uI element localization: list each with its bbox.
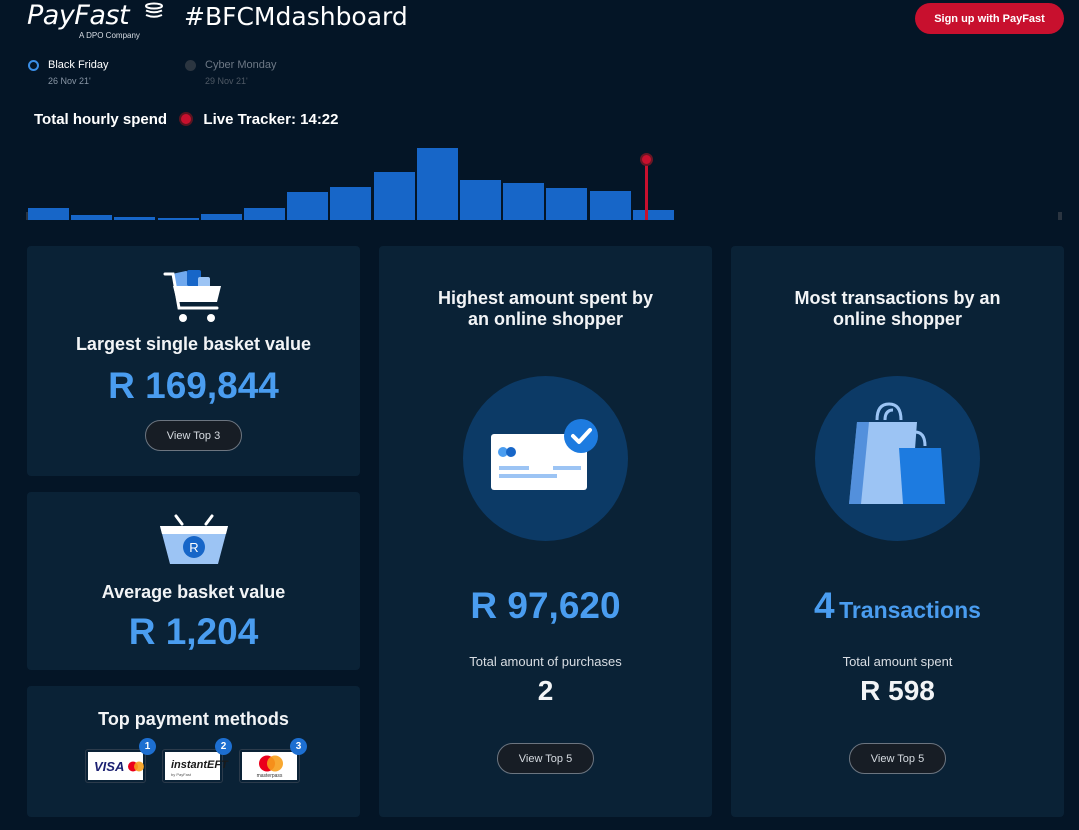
payment-name: masterpass: [256, 773, 283, 779]
chart-bar-05:00: [244, 207, 285, 220]
credit-card-check-icon: [491, 419, 598, 490]
chart-bar-06:00: [287, 192, 329, 220]
highest-amount-value: R 97,620: [470, 585, 621, 626]
shopping-bags-icon: [849, 402, 945, 504]
payment-sub: by PayFast: [171, 772, 192, 777]
chart-axis-end: [1058, 212, 1062, 220]
purchase-count: 2: [537, 675, 554, 706]
day-date: 26 Nov 21': [48, 76, 91, 86]
day-option-black-friday[interactable]: Black Friday 26 Nov 21': [28, 59, 148, 89]
card-title: Largest single basket value: [75, 334, 312, 354]
hourly-spend-chart: [26, 140, 1066, 224]
day-option-cyber-monday[interactable]: Cyber Monday 29 Nov 21': [185, 59, 305, 89]
live-tracker-label: Live Tracker: 14:22: [203, 110, 339, 128]
chart-bar-11:00: [503, 182, 545, 220]
view-top-3-button[interactable]: View Top 3: [145, 420, 242, 451]
chart-bar-08:00: [373, 171, 415, 220]
payment-method-masterpass: masterpass: [239, 749, 300, 783]
most-transactions-card: Most transactions by an online shopper 4…: [731, 246, 1064, 817]
chart-bar-13:00: [589, 190, 631, 220]
view-top-5-button[interactable]: View Top 5: [849, 743, 946, 774]
basket-icon-letter: R: [189, 540, 198, 555]
radio-unselected-icon[interactable]: [185, 60, 196, 71]
chart-bar-00:00: [28, 207, 69, 220]
dashboard-title: #BFCMdashboard: [184, 2, 408, 31]
day-label: Cyber Monday: [205, 59, 277, 71]
chart-bar-10:00: [460, 180, 501, 220]
chart-bar-12:00: [546, 187, 588, 220]
masterpass-icon: [259, 755, 283, 772]
live-tracker-marker-icon: [639, 153, 653, 166]
rank-badge: 1: [139, 738, 156, 755]
transactions-count: 4: [814, 585, 835, 626]
card-title-line-2: an online shopper: [467, 309, 623, 329]
average-basket-value: R 1,204: [128, 611, 259, 652]
logo-text: PayFast: [27, 0, 130, 31]
chart-bar-09:00: [416, 147, 458, 220]
view-top-5-button[interactable]: View Top 5: [497, 743, 594, 774]
live-tracker-line: [644, 160, 648, 220]
card-title: Average basket value: [101, 582, 286, 602]
sub-label: Total amount of purchases: [469, 654, 622, 669]
shopping-cart-icon: [163, 270, 221, 322]
logo-subtitle: A DPO Company: [79, 31, 140, 40]
basket-icon: R: [160, 514, 228, 564]
day-date: 29 Nov 21': [205, 76, 248, 86]
card-title-line-1: Highest amount spent by: [437, 288, 653, 308]
rank-badge: 3: [290, 738, 307, 755]
card-title: Top payment methods: [98, 709, 289, 729]
highest-amount-card: Highest amount spent by an online shoppe…: [379, 246, 712, 817]
chart-bar-07:00: [330, 186, 372, 220]
coin-stack-icon: [145, 2, 163, 18]
signup-button[interactable]: Sign up with PayFast: [915, 3, 1064, 34]
largest-basket-value: R 169,844: [108, 365, 279, 406]
payment-method-instant-eft: instantEFT by PayFast: [162, 749, 228, 783]
chart-bar-01:00: [71, 215, 113, 220]
card-title-line-2: online shopper: [832, 309, 962, 329]
transactions-unit: Transactions: [839, 597, 981, 623]
radio-selected-icon[interactable]: [28, 60, 39, 71]
chart-bar-03:00: [157, 218, 199, 220]
chart-bar-02:00: [114, 217, 156, 220]
chart-bar-14:00: [632, 209, 674, 220]
payfast-logo[interactable]: PayFast A DPO Company: [27, 0, 167, 42]
transactions-value: 4 Transactions: [731, 585, 1064, 627]
largest-basket-card: Largest single basket value R 169,844 Vi…: [27, 246, 360, 476]
card-title-line-1: Most transactions by an: [794, 288, 1001, 308]
payment-name: VISA: [94, 759, 125, 774]
tracker-title: Total hourly spend: [34, 110, 168, 128]
payment-method-visa: VISA: [85, 749, 146, 783]
day-label: Black Friday: [48, 59, 109, 71]
sub-label: Total amount spent: [842, 654, 953, 669]
total-spent-value: R 598: [860, 675, 935, 706]
payment-name: instantEFT: [171, 759, 228, 771]
live-dot-icon: [179, 112, 194, 127]
chart-bar-04:00: [200, 214, 242, 220]
rank-badge: 2: [215, 738, 232, 755]
average-basket-card: R Average basket value R 1,204: [27, 492, 360, 670]
visa-mastercard-icon: [128, 761, 144, 772]
tracker-header: Total hourly spend Live Tracker: 14:22: [34, 110, 339, 128]
